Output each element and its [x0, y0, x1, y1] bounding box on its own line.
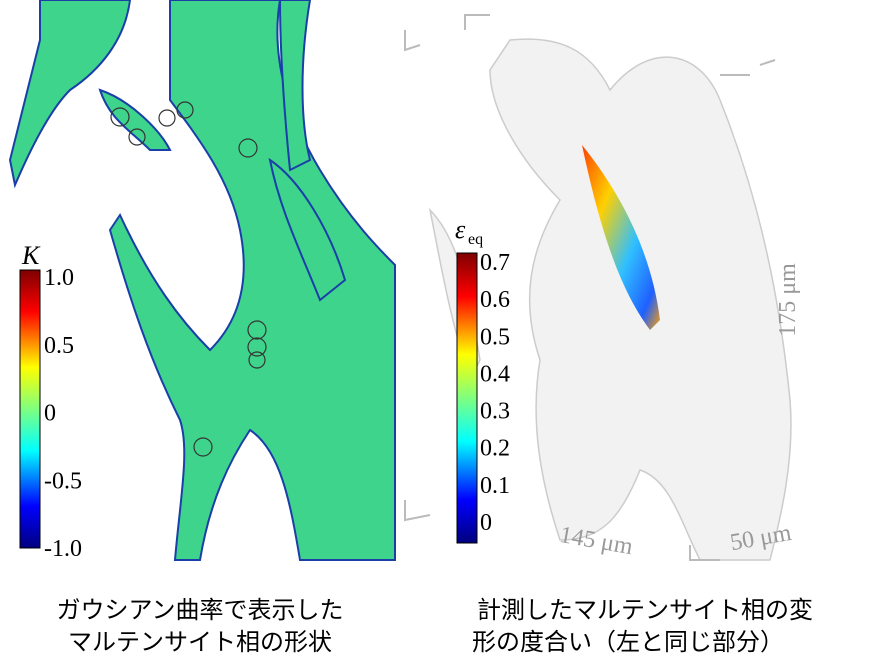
colorbar-tick-label: 0.6	[480, 287, 510, 313]
caption: 形の度合い（左と同じ部分）	[472, 628, 784, 656]
colorbar-tick-label: 0.3	[480, 399, 510, 425]
scale-label: 145 μm	[558, 522, 635, 560]
scale-label: 175 μm	[775, 263, 801, 337]
colorbar	[20, 270, 40, 548]
colorbar-tick-label: 0.2	[480, 436, 510, 462]
colorbar-tick-label: 1.0	[44, 265, 74, 291]
colorbar-tick-label: -0.5	[44, 468, 82, 494]
colorbar	[457, 253, 477, 543]
figure: K 1.00.50-0.5-1.0 175 μm 145 μm 50 μm ε …	[0, 0, 870, 660]
caption: マルテンサイト相の形状	[68, 628, 332, 656]
colorbar-tick-label: -1.0	[44, 536, 82, 562]
colorbar-tick-label: 0.7	[480, 250, 510, 276]
colorbar-tick-label: 0.1	[480, 473, 510, 499]
caption: 計測したマルテンサイト相の変	[477, 596, 813, 624]
colorbar-tick-label: 0	[44, 401, 56, 427]
colorbar-tick-label: 0.5	[480, 324, 510, 350]
colorbar-title: ε	[455, 215, 466, 244]
colorbar-tick-label: 0.4	[480, 361, 510, 387]
colorbar-tick-label: 0.5	[44, 333, 74, 359]
caption: ガウシアン曲率で表示した	[56, 596, 343, 624]
colorbar-tick-label: 0	[480, 510, 492, 536]
colorbar-title: K	[21, 241, 41, 270]
colorbar-title-sub: eq	[468, 231, 483, 248]
